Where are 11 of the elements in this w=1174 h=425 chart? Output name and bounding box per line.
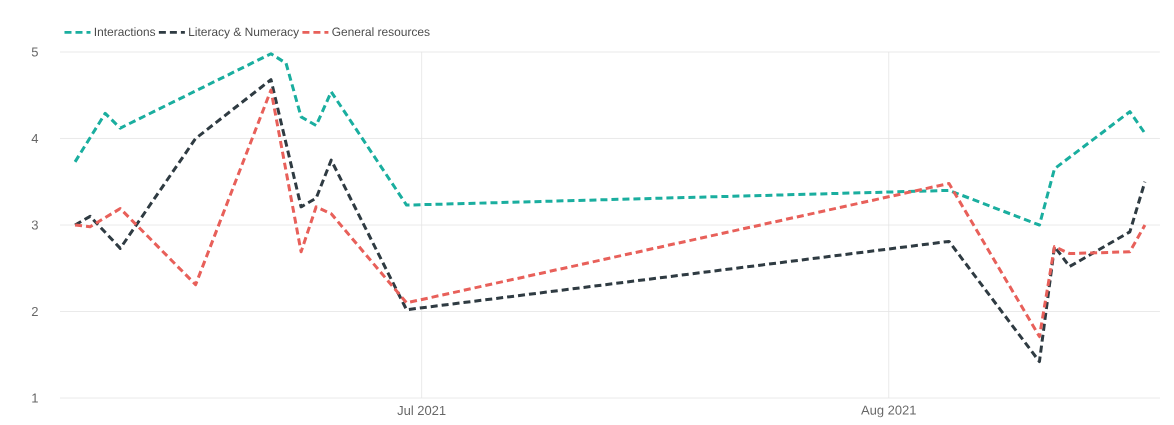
legend-label: General resources [332, 27, 430, 37]
y-tick-label: 1 [32, 393, 38, 403]
y-tick-label: 5 [31, 47, 38, 57]
x-tick-label: Jul 2021 [397, 405, 446, 416]
legend-label: Literacy & Numeracy [189, 27, 300, 39]
x-tick-label: Aug 2021 [861, 405, 916, 418]
y-tick-label: 3 [31, 220, 38, 230]
line-series [73, 52, 1147, 227]
y-tick-label: 2 [31, 306, 38, 317]
legend-label: Interactions [94, 27, 156, 37]
y-tick-label: 4 [31, 134, 39, 143]
